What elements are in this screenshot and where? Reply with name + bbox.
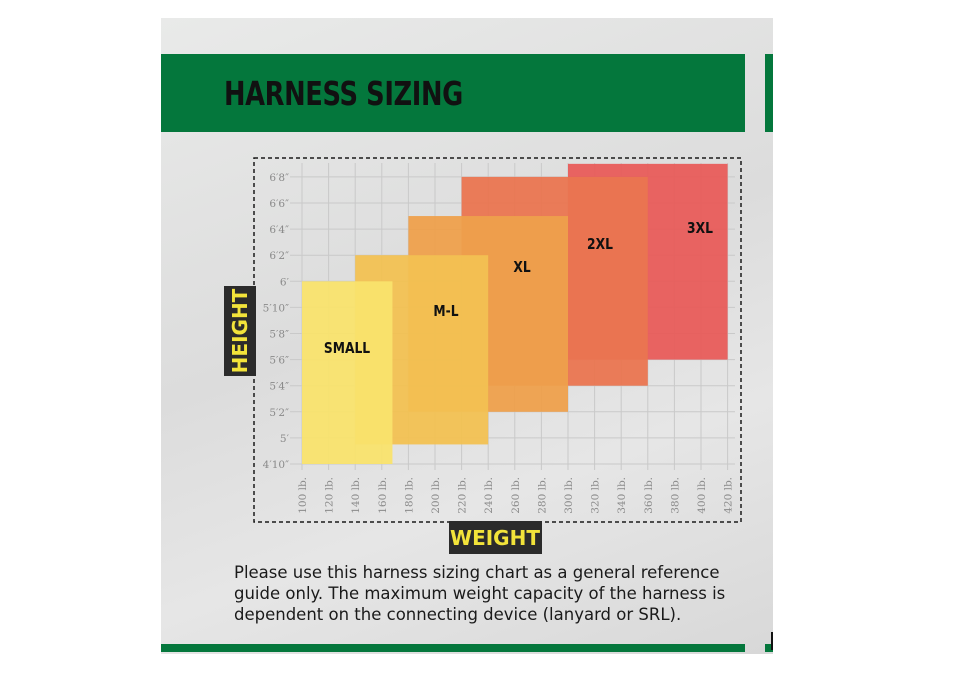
x-tick-label: 140 lb. — [350, 477, 362, 514]
x-tick-label: 300 lb. — [563, 477, 575, 514]
size-region-small — [302, 281, 393, 464]
x-tick-label: 240 lb. — [483, 477, 495, 514]
y-tick-label: 6′6″ — [269, 198, 289, 210]
banner-accent — [765, 54, 773, 132]
edge-marker — [771, 632, 773, 650]
y-tick-label: 5′4″ — [269, 381, 289, 393]
y-tick-label: 5′ — [280, 433, 290, 445]
y-axis-label-box: HEIGHT — [224, 286, 256, 376]
x-tick-label: 380 lb. — [669, 477, 681, 514]
x-axis-label-box: WEIGHT — [449, 521, 542, 554]
x-tick-label: 320 lb. — [590, 477, 602, 514]
footer-accent — [765, 644, 773, 652]
disclaimer-text: Please use this harness sizing chart as … — [234, 563, 726, 624]
x-tick-labels: 100 lb. 120 lb. 140 lb. 160 lb. 180 lb. 200 l… — [297, 477, 735, 514]
size-label-2xl: 2XL — [587, 236, 613, 253]
y-tick-label: 6′2″ — [269, 250, 289, 262]
size-label-xl: XL — [513, 259, 531, 276]
y-tick-label: 6′4″ — [269, 224, 289, 236]
x-tick-label: 200 lb. — [430, 477, 442, 514]
y-tick-label: 5′6″ — [269, 355, 289, 367]
x-tick-label: 420 lb. — [723, 477, 735, 514]
size-labels: 3XL 2XL XL M-L SMALL — [324, 220, 713, 357]
x-tick-label: 280 lb. — [536, 477, 548, 514]
x-tick-label: 120 lb. — [324, 477, 336, 514]
x-tick-label: 340 lb. — [616, 477, 628, 514]
x-tick-label: 360 lb. — [643, 477, 655, 514]
y-tick-label: 5′2″ — [269, 407, 289, 419]
y-tick-label: 5′10″ — [263, 302, 289, 314]
y-tick-label: 5′8″ — [269, 329, 289, 341]
x-tick-label: 220 lb. — [457, 477, 469, 514]
x-tick-label: 100 lb. — [297, 477, 309, 514]
size-label-m-l: M-L — [433, 303, 458, 320]
size-label-small: SMALL — [324, 340, 370, 357]
y-axis-label: HEIGHT — [228, 288, 252, 373]
size-regions — [302, 163, 728, 464]
x-tick-label: 400 lb. — [696, 477, 708, 514]
y-tick-label: 4′10″ — [263, 459, 289, 471]
y-tick-labels: 4′10″ 5′ 5′2″ 5′4″ 5′6″ 5′8″ 5′10″ 6′ 6′2″ 6′4″ 6′… — [263, 172, 290, 471]
x-tick-label: 180 lb. — [403, 477, 415, 514]
page-title: HARNESS SIZING — [224, 74, 463, 113]
y-tick-label: 6′ — [280, 276, 290, 288]
x-tick-label: 160 lb. — [377, 477, 389, 514]
x-tick-label: 260 lb. — [510, 477, 522, 514]
size-label-3xl: 3XL — [687, 220, 713, 237]
y-tick-label: 6′8″ — [269, 172, 289, 184]
title-banner — [161, 54, 745, 132]
x-axis-label: WEIGHT — [450, 526, 540, 550]
footer-bar — [161, 644, 745, 652]
